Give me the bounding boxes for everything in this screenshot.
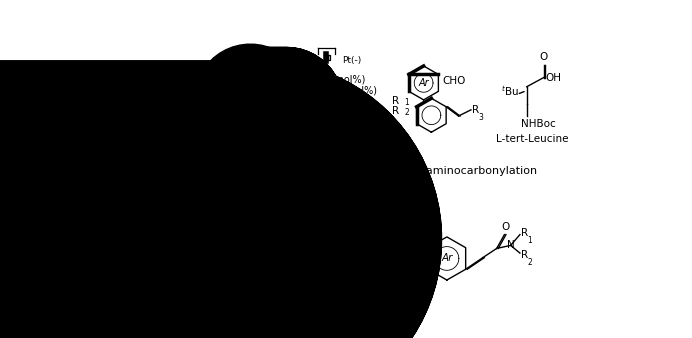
Text: 0.5 V versus AgCl/Ag: 0.5 V versus AgCl/Ag xyxy=(266,226,368,236)
Text: 1: 1 xyxy=(404,98,409,106)
Text: R: R xyxy=(473,105,480,115)
Text: PdCl₂ (2 mol%), P(p-tol)₃ (5 mol%): PdCl₂ (2 mol%), P(p-tol)₃ (5 mol%) xyxy=(235,201,401,211)
Text: CHO: CHO xyxy=(153,76,176,87)
Text: Ar: Ar xyxy=(121,234,132,244)
Bar xyxy=(328,55,330,60)
Text: R: R xyxy=(392,96,399,105)
Text: R: R xyxy=(228,234,235,244)
Text: 1 atm CO, Et₄NBF₄, MeCN/n-BuOH, r.t.,: 1 atm CO, Et₄NBF₄, MeCN/n-BuOH, r.t., xyxy=(224,213,411,223)
Text: Ar: Ar xyxy=(128,78,138,88)
Text: +: + xyxy=(194,95,209,113)
Text: NHBoc: NHBoc xyxy=(520,119,555,129)
Text: NHR: NHR xyxy=(201,234,224,244)
Text: 2: 2 xyxy=(235,242,239,251)
Text: undivided cell: undivided cell xyxy=(279,121,356,131)
Text: C(+): C(+) xyxy=(291,56,311,65)
Text: N: N xyxy=(507,240,514,250)
Text: 1: 1 xyxy=(528,236,532,245)
Text: +: + xyxy=(179,230,193,248)
Text: O: O xyxy=(540,52,548,62)
Text: O: O xyxy=(501,221,509,232)
Text: Pt(-): Pt(-) xyxy=(343,56,361,65)
Text: 3: 3 xyxy=(242,108,247,117)
Text: Pd(OAc)₂ (10 mol%): Pd(OAc)₂ (10 mol%) xyxy=(269,74,365,84)
Text: 1: 1 xyxy=(224,236,229,245)
Text: OH: OH xyxy=(545,73,561,82)
Text: L-tert-Leucine: L-tert-Leucine xyxy=(496,134,568,144)
Text: 2: 2 xyxy=(528,258,532,267)
Text: Ar: Ar xyxy=(418,78,429,88)
Text: O: O xyxy=(157,68,165,77)
Text: R: R xyxy=(520,250,528,260)
Text: CCE at 1.0 mA: CCE at 1.0 mA xyxy=(282,109,353,119)
Text: 2: 2 xyxy=(113,108,118,117)
Text: CHO: CHO xyxy=(442,76,466,86)
Text: Fe(-): Fe(-) xyxy=(343,192,363,200)
Text: Ar: Ar xyxy=(441,254,453,263)
Text: 1: 1 xyxy=(113,98,118,106)
Text: 3: 3 xyxy=(479,113,484,122)
Text: R: R xyxy=(234,100,241,110)
Text: L-tert-leucine (20 mol%): L-tert-leucine (20 mol%) xyxy=(258,86,377,96)
Text: LiOAc, AcOH, 60 °C, air.: LiOAc, AcOH, 60 °C, air. xyxy=(260,97,375,107)
Bar xyxy=(328,190,330,196)
Text: H: H xyxy=(158,114,165,124)
Text: 2: 2 xyxy=(404,108,409,117)
Text: R: R xyxy=(520,228,528,238)
Text: R: R xyxy=(392,106,399,116)
Text: b) 2020, Lei, Palladium-catalyzed electrochemical oxidative aminocarbonylation: b) 2020, Lei, Palladium-catalyzed electr… xyxy=(91,166,538,176)
Text: R: R xyxy=(100,106,107,116)
Text: R: R xyxy=(100,96,107,105)
Text: undivided cell: undivided cell xyxy=(279,240,356,249)
Text: C(+): C(+) xyxy=(291,192,311,200)
Text: $^t$Bu: $^t$Bu xyxy=(501,84,519,97)
